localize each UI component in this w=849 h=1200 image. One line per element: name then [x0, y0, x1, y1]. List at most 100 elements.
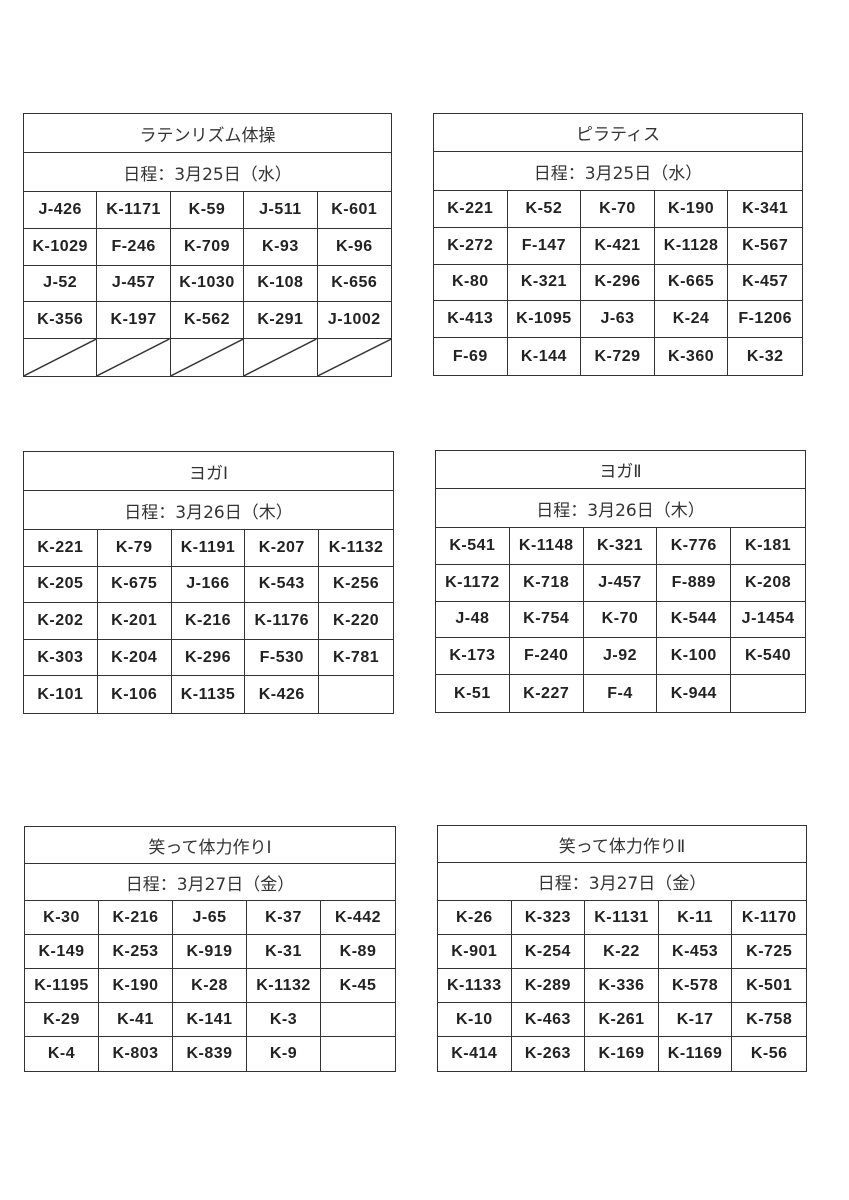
- participant-id: K-56: [750, 1045, 788, 1062]
- participant-id: K-17: [658, 1003, 733, 1037]
- participant-id: K-207: [245, 530, 320, 567]
- participant-id: K-208: [731, 565, 805, 602]
- participant-id: K-1132: [247, 969, 321, 1003]
- participant-id: K-442: [321, 901, 395, 935]
- participant-id: K-426: [245, 676, 320, 713]
- participant-id: J-426: [24, 192, 98, 229]
- participant-id: K-457: [728, 265, 802, 302]
- participant-id: K-541: [436, 528, 510, 565]
- participant-id: K-24: [654, 301, 729, 339]
- participant-id: K-201: [97, 603, 172, 640]
- participant-id: K-758: [732, 1003, 806, 1037]
- diagonal-slash: [318, 339, 391, 376]
- participant-id: K-341: [728, 191, 802, 228]
- participant-id: K-144: [508, 338, 582, 375]
- participant-id: K-567: [728, 228, 802, 265]
- participant-id: K-190: [654, 191, 729, 228]
- participant-id: K-101: [24, 676, 98, 713]
- participant-id: K-1171: [97, 192, 171, 229]
- participant-id: F-1206: [728, 301, 802, 339]
- participant-id: K-303: [24, 639, 98, 677]
- participant-id: K-1176: [245, 603, 320, 640]
- participant-id: K-106: [98, 676, 172, 713]
- participant-id: J-1454: [731, 602, 805, 639]
- participant-id: K-181: [731, 528, 805, 565]
- participant-id: K-562: [170, 302, 245, 340]
- participant-id: J-92: [583, 638, 658, 676]
- class-title: ヨガⅠ: [24, 452, 393, 491]
- schedule-table: 笑って体力作りⅠ 日程：3月27日（金） K-30 K-216 J-65 K-37 K-44…: [24, 826, 396, 1072]
- participant-id: K-1030: [170, 265, 245, 303]
- class-title: 笑って体力作りⅡ: [438, 826, 806, 863]
- schedule-table: ヨガⅡ 日程：3月26日（木） K-541 K-1148 K-321 K-776 K-181…: [435, 450, 806, 713]
- participant-id: K-1172: [436, 564, 510, 602]
- participant-id: K-70: [583, 601, 658, 639]
- diagonal-slash: [24, 339, 96, 376]
- schedule-date: 日程：3月27日（金）: [438, 863, 806, 901]
- participant-id: K-725: [732, 935, 806, 969]
- participant-id: K-37: [247, 901, 321, 935]
- participant-id: K-665: [654, 264, 729, 302]
- participant-id: K-263: [512, 1037, 586, 1071]
- participant-id: K-1133: [438, 969, 512, 1003]
- class-title: ヨガⅡ: [436, 451, 805, 489]
- participant-id: K-4: [25, 1037, 99, 1071]
- participant-id: K-221: [434, 191, 508, 228]
- participant-id: J-457: [583, 564, 658, 602]
- diagonal-slash: [97, 339, 169, 376]
- diagonal-slash: [171, 339, 243, 376]
- participant-id: K-754: [509, 601, 584, 639]
- schedule-table: ラテンリズム体操 日程：3月25日（水） J-426 K-1171 K-59 J-511 K…: [23, 113, 392, 377]
- participant-id: K-173: [436, 638, 510, 676]
- participant-id: J-63: [581, 301, 655, 339]
- participant-id: K-197: [97, 302, 171, 340]
- participant-id: K-31: [247, 935, 321, 969]
- participant-id: K-261: [585, 1003, 659, 1037]
- participant-id: K-204: [97, 639, 172, 677]
- participant-id: K-79: [97, 530, 172, 567]
- participant-id: F-530: [245, 639, 320, 677]
- participant-id: K-413: [434, 301, 508, 339]
- participant-id: K-501: [732, 969, 806, 1003]
- participant-id: K-256: [319, 567, 393, 604]
- participant-id: K-1131: [585, 901, 659, 935]
- participant-id: K-190: [99, 969, 173, 1003]
- participant-id: K-272: [434, 227, 508, 265]
- participant-id: K-11: [658, 901, 733, 935]
- participant-id: K-96: [317, 229, 391, 266]
- participant-id: K-149: [25, 935, 99, 969]
- empty-cell: [319, 676, 393, 713]
- participant-id: K-321: [583, 528, 658, 565]
- class-title: ラテンリズム体操: [24, 114, 391, 153]
- participant-id: K-1191: [171, 530, 246, 567]
- participant-id: K-202: [24, 603, 98, 640]
- participant-id: K-70: [581, 191, 655, 228]
- schedule-table: 笑って体力作りⅡ 日程：3月27日（金） K-26 K-323 K-1131 K-11 K-…: [437, 825, 807, 1072]
- participant-id: J-457: [97, 265, 171, 303]
- participant-id: K-169: [585, 1037, 659, 1071]
- participant-id: J-52: [24, 265, 98, 303]
- empty-cell: [321, 1037, 395, 1071]
- participant-id: K-709: [170, 228, 245, 266]
- participant-id: K-839: [173, 1037, 247, 1071]
- participant-id: K-52: [507, 191, 582, 228]
- participant-id: K-601: [317, 192, 391, 229]
- participant-id: F-147: [507, 227, 582, 265]
- participant-id: K-51: [436, 675, 510, 712]
- participant-id: J-166: [171, 566, 246, 604]
- participant-id: K-1148: [509, 528, 584, 565]
- participant-id: K-1195: [25, 969, 99, 1003]
- participant-id: K-205: [24, 566, 98, 604]
- participant-id: K-296: [171, 639, 246, 677]
- participant-id: K-1170: [732, 901, 806, 935]
- schedule-table: ピラティス 日程：3月25日（水） K-221 K-52 K-70 K-190 K-341 K…: [433, 113, 803, 376]
- participant-id: K-463: [511, 1003, 586, 1037]
- slashed-empty-cell: [171, 339, 245, 376]
- schedule-date: 日程：3月26日（木）: [24, 491, 393, 530]
- participant-id: J-48: [436, 601, 510, 639]
- participant-id: K-336: [585, 969, 659, 1003]
- schedule-date: 日程：3月26日（木）: [436, 489, 805, 528]
- participant-id: K-453: [658, 935, 733, 969]
- participant-id: K-321: [507, 264, 582, 302]
- participant-id: K-221: [24, 530, 98, 567]
